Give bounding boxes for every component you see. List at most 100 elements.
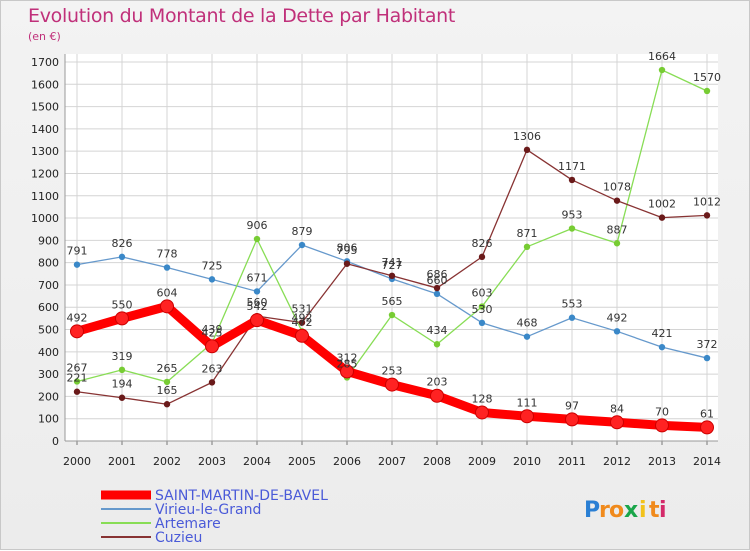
legend-label: Cuzieu [155, 530, 202, 546]
data-label-virieu-le-grand: 778 [157, 248, 178, 261]
y-tick-label: 1000 [31, 212, 59, 225]
data-label-artemare: 492 [292, 311, 313, 324]
data-label-artemare: 1664 [648, 50, 676, 63]
data-point-cuzieu [118, 394, 126, 401]
data-point-virieu-le-grand [118, 253, 126, 261]
data-point-virieu-le-grand [208, 276, 216, 283]
x-tick-label: 2000 [63, 455, 91, 468]
data-point-cuzieu [388, 272, 396, 280]
data-label-cuzieu: 826 [472, 237, 493, 250]
data-label-cuzieu: 194 [112, 378, 133, 391]
y-tick-label: 400 [38, 346, 59, 359]
y-tick-label: 1100 [31, 190, 59, 203]
data-point-saint-martin-de-bavel [340, 364, 354, 379]
chart-subtitle: (en €) [28, 30, 61, 43]
x-tick-label: 2007 [378, 455, 406, 468]
data-label-virieu-le-grand: 806 [337, 241, 358, 254]
data-label-cuzieu: 1002 [648, 198, 676, 211]
data-point-artemare [703, 87, 711, 95]
data-point-artemare [658, 66, 666, 74]
y-tick-label: 500 [38, 324, 59, 337]
data-label-cuzieu: 1078 [603, 181, 631, 194]
data-point-cuzieu [568, 176, 576, 184]
data-point-artemare [433, 341, 441, 348]
data-point-virieu-le-grand [658, 343, 666, 351]
data-label-cuzieu: 1171 [558, 160, 586, 173]
brand-logo-letter: t [649, 498, 660, 523]
x-tick-label: 2006 [333, 455, 361, 468]
brand-logo-letter: P [584, 498, 600, 523]
data-point-saint-martin-de-bavel [70, 324, 84, 339]
x-tick-label: 2012 [603, 455, 631, 468]
x-tick-label: 2004 [243, 455, 271, 468]
data-label-virieu-le-grand: 671 [247, 271, 268, 284]
data-label-artemare: 1570 [693, 71, 721, 84]
data-label-artemare: 439 [202, 323, 223, 336]
data-point-cuzieu [478, 253, 486, 261]
data-label-saint-martin-de-bavel: 128 [472, 392, 493, 405]
data-point-saint-martin-de-bavel [115, 311, 129, 326]
y-tick-label: 200 [38, 390, 59, 403]
y-tick-label: 900 [38, 234, 59, 247]
data-label-virieu-le-grand: 468 [517, 317, 538, 330]
data-label-saint-martin-de-bavel: 425 [202, 326, 223, 339]
data-point-saint-martin-de-bavel [160, 299, 174, 314]
x-tick-label: 2001 [108, 455, 136, 468]
data-label-saint-martin-de-bavel: 253 [382, 365, 403, 378]
brand-logo-letter: o [609, 498, 624, 523]
data-label-virieu-le-grand: 421 [652, 327, 673, 340]
data-point-cuzieu [343, 260, 351, 267]
data-point-artemare [388, 311, 396, 319]
data-label-saint-martin-de-bavel: 542 [247, 300, 268, 313]
legend-label: Virieu-le-Grand [155, 502, 261, 518]
data-point-cuzieu [523, 146, 531, 154]
data-point-saint-martin-de-bavel [700, 420, 714, 435]
data-label-virieu-le-grand: 879 [292, 225, 313, 238]
brand-logo-letter: x [624, 498, 638, 523]
y-tick-label: 1700 [31, 56, 59, 69]
x-tick-label: 2008 [423, 455, 451, 468]
y-tick-label: 1600 [31, 78, 59, 91]
data-label-artemare: 434 [427, 324, 448, 337]
data-point-saint-martin-de-bavel [295, 328, 309, 343]
data-label-cuzieu: 1012 [693, 195, 721, 208]
data-point-virieu-le-grand [478, 319, 486, 327]
data-point-virieu-le-grand [613, 328, 621, 335]
data-point-saint-martin-de-bavel [610, 415, 624, 430]
data-label-virieu-le-grand: 791 [67, 245, 88, 258]
data-point-cuzieu [613, 197, 621, 204]
data-point-virieu-le-grand [433, 290, 441, 298]
brand-logo-letter: r [599, 498, 610, 523]
data-point-virieu-le-grand [703, 354, 711, 362]
data-label-saint-martin-de-bavel: 70 [655, 405, 669, 418]
x-tick-label: 2014 [693, 455, 721, 468]
y-tick-label: 1500 [31, 101, 59, 114]
data-label-cuzieu: 686 [427, 268, 448, 281]
y-tick-label: 1300 [31, 145, 59, 158]
data-label-saint-martin-de-bavel: 550 [112, 298, 133, 311]
legend-label: SAINT-MARTIN-DE-BAVEL [155, 488, 328, 504]
data-point-saint-martin-de-bavel [430, 388, 444, 403]
data-point-saint-martin-de-bavel [520, 409, 534, 424]
data-label-saint-martin-de-bavel: 604 [157, 286, 178, 299]
x-tick-label: 2003 [198, 455, 226, 468]
data-label-saint-martin-de-bavel: 472 [292, 316, 313, 329]
y-tick-label: 0 [52, 435, 59, 448]
data-point-saint-martin-de-bavel [565, 412, 579, 427]
data-point-virieu-le-grand [523, 333, 531, 340]
y-tick-label: 1400 [31, 123, 59, 136]
y-tick-label: 800 [38, 257, 59, 270]
y-tick-label: 100 [38, 413, 59, 426]
data-label-saint-martin-de-bavel: 312 [337, 351, 358, 364]
data-label-cuzieu: 795 [337, 244, 358, 257]
data-label-virieu-le-grand: 553 [562, 298, 583, 311]
y-tick-label: 700 [38, 279, 59, 292]
data-point-artemare [568, 225, 576, 232]
x-tick-label: 2002 [153, 455, 181, 468]
data-label-saint-martin-de-bavel: 111 [517, 396, 538, 409]
data-label-virieu-le-grand: 727 [382, 259, 403, 272]
x-tick-label: 2005 [288, 455, 316, 468]
data-label-cuzieu: 1306 [513, 130, 541, 143]
data-label-virieu-le-grand: 492 [607, 311, 628, 324]
